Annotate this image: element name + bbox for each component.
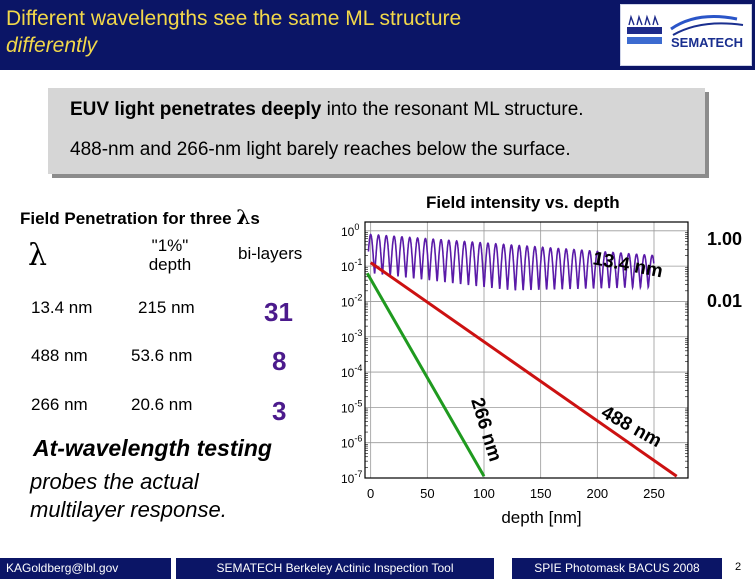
x-tick-label: 250: [643, 486, 665, 501]
row-3-wavelength: 266 nm: [31, 395, 88, 414]
page-number: 2: [735, 561, 742, 573]
row-3-bilayers: 3: [272, 396, 287, 426]
banner-line-2: 488-nm and 266-nm light barely reaches b…: [70, 139, 571, 161]
berkeley-lab-logo: [627, 14, 662, 44]
y-tick-label: 100: [341, 222, 359, 239]
row-1-depth: 215 nm: [138, 298, 195, 317]
footer-right: SPIE Photomask BACUS 2008: [512, 558, 722, 579]
right-label-2: 0.01: [707, 291, 743, 311]
table-title-prefix: Field Penetration for three: [20, 209, 237, 228]
series-266nm-line: [365, 272, 486, 477]
right-label-1: 1.00: [707, 229, 743, 249]
title-line-2: differently: [6, 34, 98, 57]
at-wavelength-heading: At-wavelength testing: [33, 435, 272, 461]
probes-text: probes the actual multilayer response.: [30, 468, 227, 524]
depth-header-line-1: "1%": [151, 236, 189, 255]
banner-266: 266-nm: [176, 139, 242, 160]
table-title-suffix: s: [250, 209, 260, 228]
table-title: Field Penetration for three λs: [20, 205, 260, 229]
x-tick-label: 200: [586, 486, 608, 501]
y-tick-label: 10-2: [341, 292, 362, 309]
footer-email: KAGoldberg@lbl.gov: [0, 558, 171, 579]
x-tick-label: 100: [473, 486, 495, 501]
plot-frame: [364, 221, 689, 479]
probes-line-2: multilayer response.: [30, 497, 227, 522]
y-tick-label: 10-4: [341, 363, 362, 380]
depth-header-line-2: depth: [148, 255, 192, 274]
y-tick-label: 10-6: [341, 434, 362, 451]
series-488nm-line: [369, 261, 678, 478]
series-13-4nm-line: [367, 233, 655, 291]
probes-line-1: probes the actual: [30, 469, 199, 494]
x-tick-label: 50: [420, 486, 434, 501]
sematech-wordmark: SEMATECH: [671, 35, 743, 50]
x-tick-label: 150: [530, 486, 552, 501]
y-tick-label: 10-7: [341, 469, 362, 486]
row-2-bilayers: 8: [272, 346, 287, 376]
banner-euv-rest: into the resonant ML structure.: [321, 99, 584, 120]
banner-488: 488-nm: [70, 139, 135, 160]
banner-line-1: EUV light penetrates deeply into the res…: [70, 99, 584, 121]
chart-title: Field intensity vs. depth: [426, 193, 620, 212]
summary-banner: EUV light penetrates deeply into the res…: [48, 88, 705, 174]
x-tick-label: 0: [367, 486, 374, 501]
row-2-wavelength: 488 nm: [31, 346, 88, 365]
lambda-header: λ: [28, 238, 48, 273]
y-tick-label: 10-5: [341, 398, 362, 415]
row-1-bilayers: 31: [264, 297, 293, 327]
row-2-depth: 53.6 nm: [131, 346, 193, 365]
slide-title: Different wavelengths see the same ML st…: [6, 5, 461, 59]
footer-center: SEMATECH Berkeley Actinic Inspection Too…: [176, 558, 494, 579]
y-tick-label: 10-3: [341, 328, 362, 345]
logo-panel: SEMATECH: [620, 4, 752, 66]
banner-and: and: [134, 139, 177, 160]
title-line-1: Different wavelengths see the same ML st…: [6, 7, 462, 30]
y-tick-label: 10-1: [341, 257, 362, 274]
sematech-logo: SEMATECH: [670, 15, 744, 50]
bilayers-header: bi-layers: [238, 244, 303, 263]
title-bar: Different wavelengths see the same ML st…: [0, 0, 755, 70]
banner-rest: light barely reaches below the surface.: [241, 139, 571, 160]
lambda-symbol: λ: [236, 205, 251, 229]
x-axis-label: depth [nm]: [501, 508, 581, 527]
depth-header: "1%" depth: [130, 236, 210, 274]
row-3-depth: 20.6 nm: [131, 395, 193, 414]
row-1-wavelength: 13.4 nm: [31, 298, 93, 317]
banner-euv-bold: EUV light penetrates deeply: [70, 99, 322, 120]
